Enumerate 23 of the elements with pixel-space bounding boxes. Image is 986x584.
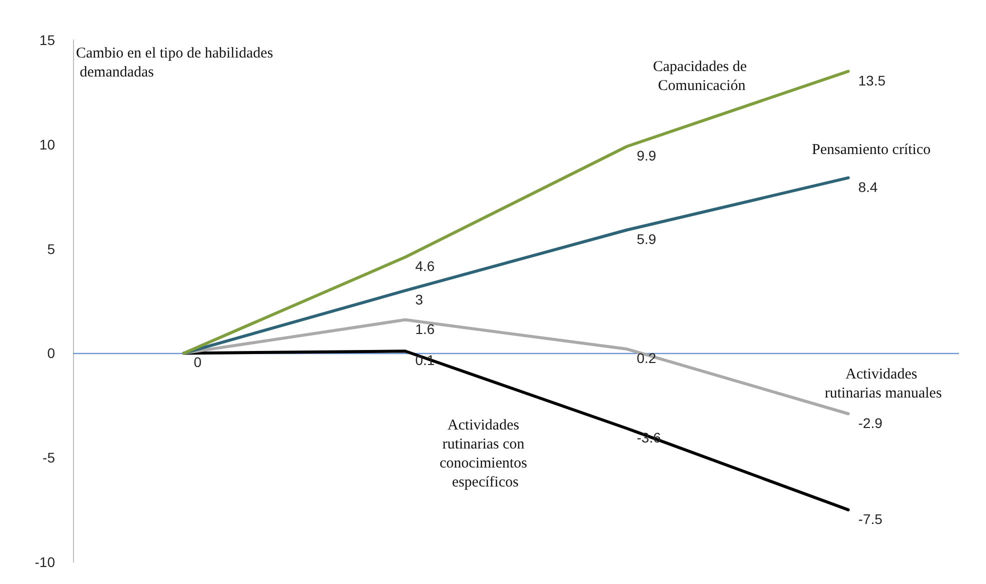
data-label: 5.9 [636, 231, 656, 248]
data-label: 9.9 [636, 147, 656, 164]
y-tick-label: 10 [39, 136, 56, 152]
series-label: Capacidades de Comunicación [653, 58, 750, 94]
data-label: 4.6 [415, 258, 435, 274]
data-label: 8.4 [858, 178, 878, 195]
series-label: Pensamiento crítico [812, 142, 931, 158]
y-tick-label: 0 [47, 345, 56, 362]
y-tick-label: -5 [42, 450, 56, 466]
y-tick-label: 5 [47, 240, 56, 257]
line-series [182, 176, 850, 355]
data-label: 0.2 [636, 350, 656, 366]
data-label: 13.5 [858, 72, 886, 88]
series-label: Actividades rutinarias manuales [824, 366, 942, 402]
y-tick-label: 15 [39, 32, 56, 48]
data-label: 1.6 [415, 320, 435, 337]
series-label: Actividades rutinarias con conocimientos específicos [440, 418, 531, 491]
y-tick-label: -10 [34, 554, 56, 570]
y-axis-title: Cambio en el tipo de habilidades demandadas [76, 46, 274, 80]
data-label: -7.5 [858, 510, 883, 527]
data-label: -2.9 [858, 414, 883, 431]
data-label: 0 [194, 354, 202, 370]
data-label: 3 [415, 292, 424, 308]
